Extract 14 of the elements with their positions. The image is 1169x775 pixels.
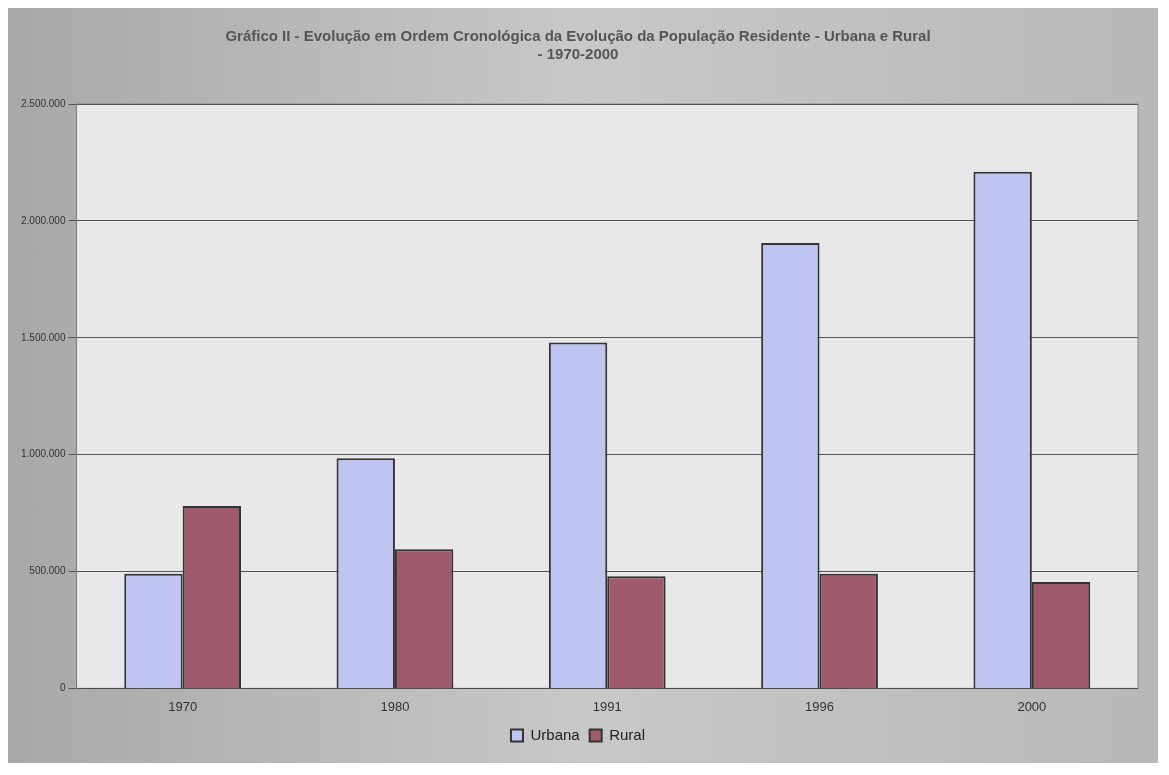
- x-tick-label: 1980: [380, 698, 410, 714]
- x-tick-label: 2000: [1017, 698, 1047, 714]
- legend-label: Rural: [609, 725, 646, 743]
- x-tick-label: 1991: [592, 698, 622, 714]
- chart-title: Gráfico II - Evolução em Ordem Cronológica da Evolução da População Residente - Urbana e Rural - 1970-2000: [225, 27, 931, 63]
- y-tick-label: 2.000.000: [20, 214, 66, 226]
- x-tick-label: 1970: [168, 698, 198, 714]
- y-tick-label: 1.000.000: [20, 448, 66, 460]
- y-tick-label: 500.000: [29, 565, 66, 577]
- legend-label: Urbana: [530, 725, 581, 743]
- y-tick-label: 2.500.000: [20, 97, 66, 109]
- x-tick-label: 1996: [805, 698, 835, 714]
- y-tick-label: 1.500.000: [20, 331, 66, 343]
- y-tick-label: 0: [59, 682, 66, 694]
